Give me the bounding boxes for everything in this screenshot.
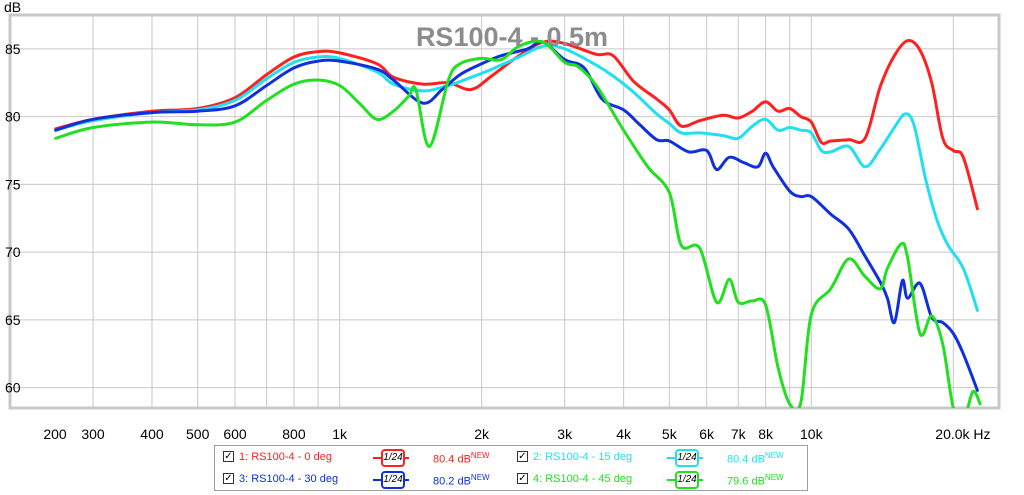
series-line-4 — [54, 39, 982, 408]
x-tick-label: 6k — [699, 426, 715, 442]
legend-value: 80.4 dBNEW — [727, 451, 784, 466]
series-1-checkbox[interactable]: ✓ — [223, 451, 234, 462]
smoothing-label: 1/24 — [381, 471, 405, 489]
y-axis-label: dB — [4, 0, 21, 15]
smoothing-label: 1/24 — [675, 471, 699, 489]
x-tick-label: 20.0k Hz — [935, 426, 990, 442]
smoothing-label: 1/24 — [381, 449, 405, 467]
y-tick-label: 85 — [5, 41, 21, 57]
x-tick-label: 5k — [662, 426, 678, 442]
x-tick-label: 2k — [474, 426, 490, 442]
x-tick-label: 600 — [223, 426, 247, 442]
y-tick-label: 70 — [5, 244, 21, 260]
x-tick-label: 7k — [731, 426, 747, 442]
x-tick-label: 200 — [43, 426, 67, 442]
legend-item: ✓ 4: RS100-4 - 45 deg 1/24 79.6 dBNEW — [515, 469, 807, 491]
legend-series-name: 3: RS100-4 - 30 deg — [239, 473, 339, 485]
x-tick-label: 8k — [758, 426, 774, 442]
legend-item: ✓ 2: RS100-4 - 15 deg 1/24 80.4 dBNEW — [515, 447, 807, 469]
legend-item: ✓ 3: RS100-4 - 30 deg 1/24 80.2 dBNEW — [221, 469, 513, 491]
plot-area — [8, 13, 1001, 410]
series-lines — [54, 39, 982, 408]
y-tick-label: 80 — [5, 109, 21, 125]
smoothing-indicator[interactable]: 1/24 — [373, 471, 409, 489]
x-tick-label: 500 — [186, 426, 210, 442]
legend-value: 79.6 dBNEW — [727, 473, 784, 488]
grid — [10, 15, 999, 408]
legend-series-name: 1: RS100-4 - 0 deg — [239, 451, 332, 463]
legend-value: 80.2 dBNEW — [433, 473, 490, 488]
x-tick-label: 10k — [800, 426, 824, 442]
legend-row: ✓ 1: RS100-4 - 0 deg 1/24 80.4 dBNEW ✓ 2… — [215, 447, 807, 469]
legend-value: 80.4 dBNEW — [433, 451, 490, 466]
series-line-3 — [54, 40, 979, 392]
legend-row: ✓ 3: RS100-4 - 30 deg 1/24 80.2 dBNEW ✓ … — [215, 469, 807, 491]
x-axis-ticks: 200 300 400 500 600 800 1k 2k 3k 4k 5k 6k 7k 8k 10k 20.… — [43, 426, 990, 442]
series-2-checkbox[interactable]: ✓ — [517, 451, 528, 462]
series-4-checkbox[interactable]: ✓ — [517, 473, 528, 484]
legend-series-name: 4: RS100-4 - 45 deg — [533, 473, 633, 485]
smoothing-label: 1/24 — [675, 449, 699, 467]
smoothing-indicator[interactable]: 1/24 — [667, 471, 703, 489]
legend: ✓ 1: RS100-4 - 0 deg 1/24 80.4 dBNEW ✓ 2… — [214, 445, 808, 491]
series-line-1 — [54, 39, 979, 211]
legend-series-name: 2: RS100-4 - 15 deg — [533, 451, 633, 463]
y-tick-label: 65 — [5, 312, 21, 328]
smoothing-indicator[interactable]: 1/24 — [667, 449, 703, 467]
x-tick-label: 3k — [557, 426, 573, 442]
legend-item: ✓ 1: RS100-4 - 0 deg 1/24 80.4 dBNEW — [221, 447, 513, 469]
x-tick-label: 800 — [282, 426, 306, 442]
chart-title: RS100-4 - 0.5m — [416, 22, 608, 52]
x-tick-label: 4k — [616, 426, 632, 442]
x-tick-label: 400 — [140, 426, 164, 442]
series-line-2 — [54, 44, 979, 312]
y-tick-label: 60 — [5, 380, 21, 396]
y-tick-label: 75 — [5, 176, 21, 192]
x-tick-label: 300 — [81, 426, 105, 442]
smoothing-indicator[interactable]: 1/24 — [373, 449, 409, 467]
y-axis-ticks: 60 65 70 75 80 85 — [5, 41, 21, 396]
series-3-checkbox[interactable]: ✓ — [223, 473, 234, 484]
x-tick-label: 1k — [332, 426, 348, 442]
